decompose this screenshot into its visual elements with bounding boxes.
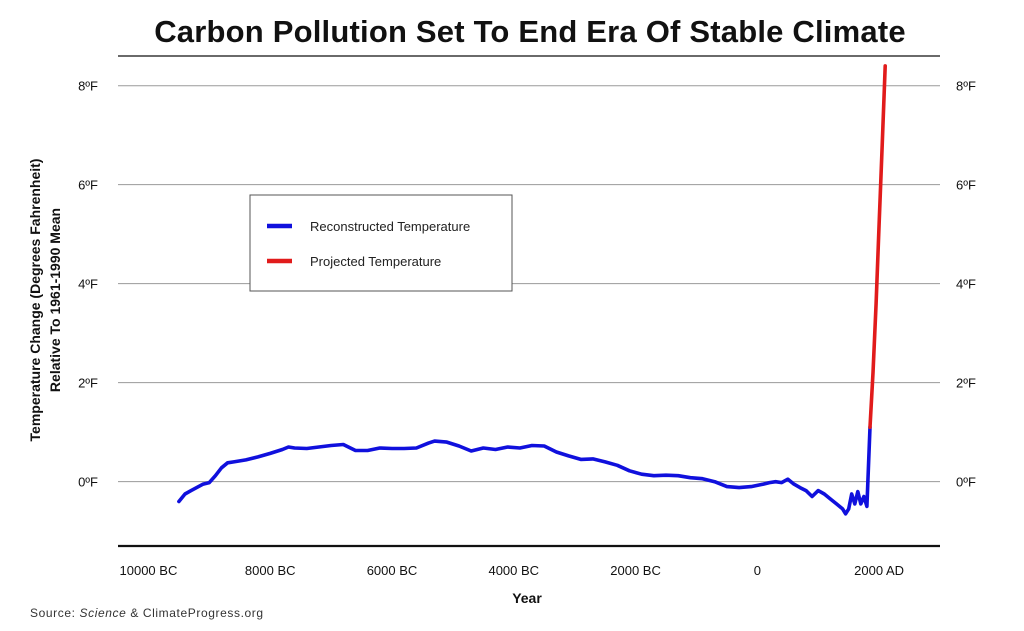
y-tick-label-left: 4ºF bbox=[78, 277, 98, 292]
legend-label-reconstructed: Reconstructed Temperature bbox=[310, 219, 470, 234]
series-line-reconstructed bbox=[177, 425, 872, 516]
y-tick-label-right: 8ºF bbox=[956, 79, 976, 94]
source-italic: Science bbox=[79, 606, 127, 620]
x-tick-labels: 10000 BC 8000 BC 6000 BC 4000 BC 2000 BC 0 200… bbox=[120, 563, 905, 578]
y-tick-label-right: 2ºF bbox=[956, 376, 976, 391]
x-tick-label: 2000 BC bbox=[610, 563, 661, 578]
x-tick-label: 0 bbox=[754, 563, 761, 578]
y-tick-label-right: 0ºF bbox=[956, 475, 976, 490]
y-tick-label-right: 4ºF bbox=[956, 277, 976, 292]
y-axis-label-line1: Temperature Change (Degrees Fahrenheit) bbox=[27, 159, 43, 442]
y-tick-labels: 8ºF 8ºF 6ºF 6ºF 4ºF 4ºF 2ºF 2ºF 0ºF 0ºF bbox=[78, 79, 976, 490]
y-tick-label-right: 6ºF bbox=[956, 178, 976, 193]
series-line-projected bbox=[868, 64, 888, 430]
source-prefix: Source: bbox=[30, 606, 80, 620]
legend: Reconstructed Temperature Projected Temp… bbox=[249, 194, 513, 292]
x-axis-label: Year bbox=[512, 590, 542, 606]
y-axis-label-line2: Relative To 1961-1990 Mean bbox=[47, 208, 63, 392]
x-tick-label: 2000 AD bbox=[854, 563, 904, 578]
x-tick-label: 4000 BC bbox=[488, 563, 539, 578]
y-tick-label-left: 2ºF bbox=[78, 376, 98, 391]
y-tick-label-left: 8ºF bbox=[78, 79, 98, 94]
legend-label-projected: Projected Temperature bbox=[310, 254, 441, 269]
x-tick-label: 6000 BC bbox=[367, 563, 418, 578]
series-lines bbox=[177, 64, 888, 516]
source-note: Source: Science & ClimateProgress.org bbox=[30, 606, 264, 620]
y-tick-label-left: 0ºF bbox=[78, 475, 98, 490]
legend-box bbox=[249, 194, 513, 292]
y-tick-label-left: 6ºF bbox=[78, 178, 98, 193]
x-tick-label: 10000 BC bbox=[120, 563, 178, 578]
chart-title: Carbon Pollution Set To End Era Of Stabl… bbox=[154, 14, 906, 49]
x-tick-label: 8000 BC bbox=[245, 563, 296, 578]
gridlines bbox=[118, 85, 940, 483]
source-suffix: & ClimateProgress.org bbox=[126, 606, 264, 620]
